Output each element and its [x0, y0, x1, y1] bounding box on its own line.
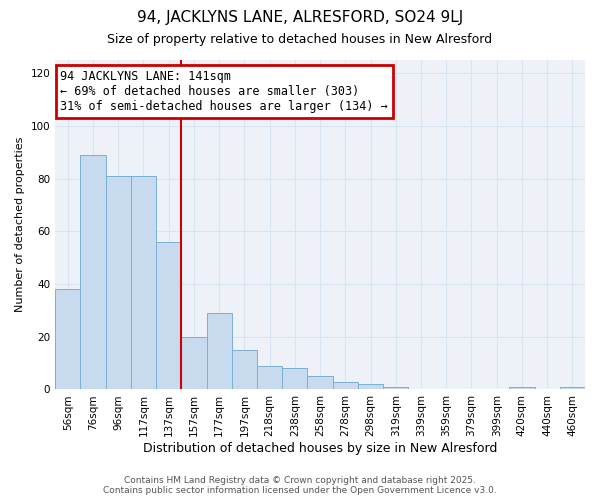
Bar: [560, 387, 585, 390]
Bar: [307, 376, 332, 390]
Y-axis label: Number of detached properties: Number of detached properties: [15, 137, 25, 312]
Text: 94, JACKLYNS LANE, ALRESFORD, SO24 9LJ: 94, JACKLYNS LANE, ALRESFORD, SO24 9LJ: [137, 10, 463, 25]
X-axis label: Distribution of detached houses by size in New Alresford: Distribution of detached houses by size …: [143, 442, 497, 455]
Bar: [156, 242, 181, 390]
Bar: [106, 176, 131, 390]
Bar: [383, 387, 409, 390]
Bar: [509, 387, 535, 390]
Bar: [332, 382, 358, 390]
Text: Size of property relative to detached houses in New Alresford: Size of property relative to detached ho…: [107, 32, 493, 46]
Bar: [206, 313, 232, 390]
Bar: [80, 155, 106, 390]
Bar: [282, 368, 307, 390]
Bar: [232, 350, 257, 390]
Bar: [181, 336, 206, 390]
Bar: [358, 384, 383, 390]
Bar: [257, 366, 282, 390]
Bar: [55, 290, 80, 390]
Text: Contains HM Land Registry data © Crown copyright and database right 2025.
Contai: Contains HM Land Registry data © Crown c…: [103, 476, 497, 495]
Bar: [131, 176, 156, 390]
Text: 94 JACKLYNS LANE: 141sqm
← 69% of detached houses are smaller (303)
31% of semi-: 94 JACKLYNS LANE: 141sqm ← 69% of detach…: [61, 70, 388, 113]
